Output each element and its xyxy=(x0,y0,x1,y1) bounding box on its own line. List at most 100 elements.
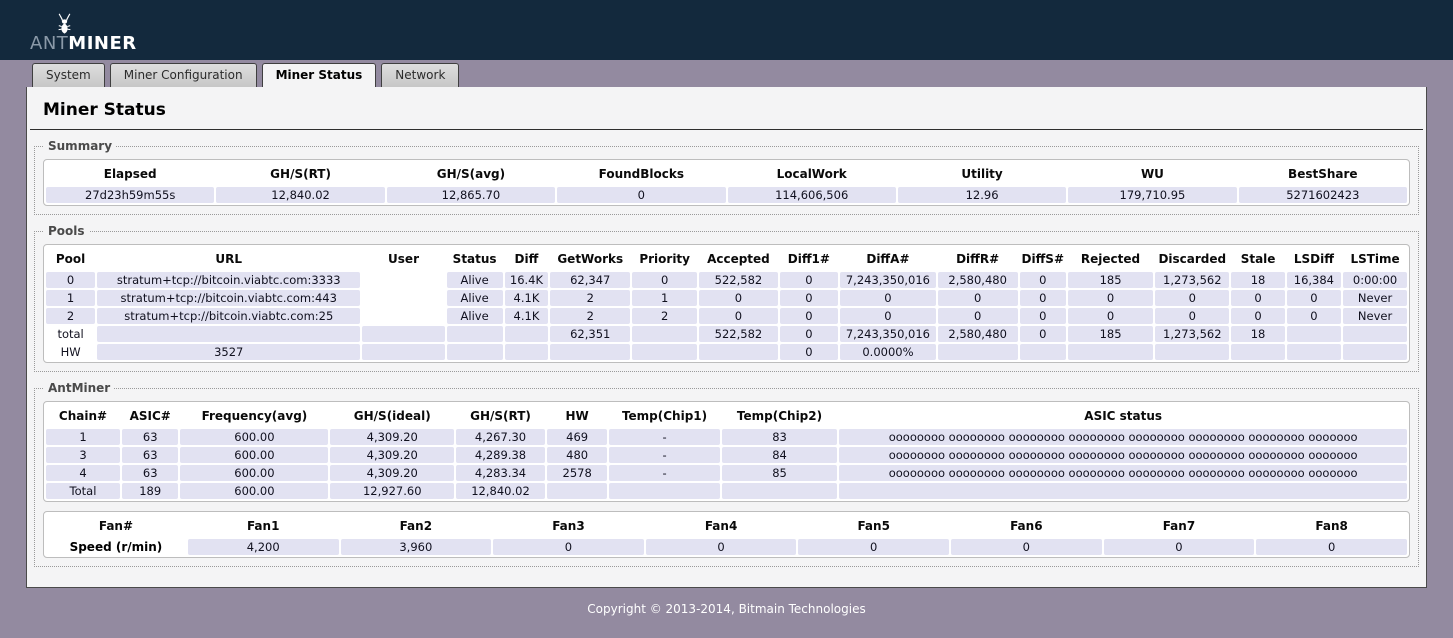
tab-system[interactable]: System xyxy=(32,63,105,87)
pools-table: Pool URL User Status Diff GetWorks Priority Acc… xyxy=(43,244,1410,363)
fans-column-header: Fan1 xyxy=(246,519,280,533)
pools-cell: 2 xyxy=(46,308,96,324)
pools-cell: Alive xyxy=(446,272,503,288)
summary-legend: Summary xyxy=(48,139,113,153)
fans-cell: 0 xyxy=(951,539,1102,555)
pools-cell xyxy=(1155,344,1230,360)
antminer-row: Total 189 600.00 12,927.60 12,840.02 xyxy=(46,483,1407,499)
antminer-cell: - xyxy=(609,465,720,481)
pools-cell xyxy=(446,326,503,342)
summary-row: 27d23h59m55s 12,840.02 12,865.70 0 114,606,5… xyxy=(46,187,1407,203)
antminer-row: 4 63 600.00 4,309.20 4,283.34 2578-85 oooooooo… xyxy=(46,465,1407,481)
fans-header-row: Fan# Fan1 Fan2 Fan3 Fan4 Fan5 Fan6 Fan7 Fan8 xyxy=(46,514,1407,537)
antminer-column-header: ASIC status xyxy=(1084,409,1163,423)
antminer-row: 3 63 600.00 4,309.20 4,289.38 480-84 oooooooo … xyxy=(46,447,1407,463)
fans-row: Speed (r/min) 4,200 3,960 0 0 0 0 0 0 xyxy=(46,539,1407,555)
antminer-cell: 12,927.60 xyxy=(330,483,455,499)
pools-column-header: Diff1# xyxy=(787,252,830,266)
pools-column-header: Accepted xyxy=(707,252,770,266)
antminer-table-container: Chain# ASIC# Frequency(avg) GH/S(ideal) GH/S… xyxy=(43,401,1410,502)
pools-cell: 0 xyxy=(1231,308,1285,324)
antminer-cell: 4,309.20 xyxy=(330,429,455,445)
antminer-header-row: Chain# ASIC# Frequency(avg) GH/S(ideal) GH/S… xyxy=(46,404,1407,427)
summary-cell: 114,606,506 xyxy=(727,187,896,203)
fans-cell: 4,200 xyxy=(187,539,339,555)
antminer-cell: 600.00 xyxy=(180,429,329,445)
summary-column-header: GH/S(RT) xyxy=(270,167,331,181)
logo-text: ANTMINER xyxy=(30,33,137,54)
ant-icon xyxy=(56,13,74,38)
antminer-cell: oooooooo oooooooo oooooooo oooooooo oooo… xyxy=(839,447,1407,463)
pools-column-header: LSDiff xyxy=(1293,252,1334,266)
fans-column-header: Fan4 xyxy=(704,519,738,533)
fans-column-header: Fan# xyxy=(98,519,134,533)
antminer-cell: 480 xyxy=(546,447,608,463)
antminer-column-header: Chain# xyxy=(58,409,108,423)
title-divider xyxy=(30,129,1423,130)
pools-cell: 0 xyxy=(779,326,839,342)
antminer-logo: ANTMINER xyxy=(30,13,137,54)
footer: Copyright © 2013-2014, Bitmain Technolog… xyxy=(0,588,1453,616)
pools-cell: 0 xyxy=(1155,308,1230,324)
pools-cell: 0 xyxy=(779,308,839,324)
antminer-cell: - xyxy=(609,447,720,463)
pools-header-row: Pool URL User Status Diff GetWorks Priority Acc… xyxy=(46,247,1407,270)
pools-cell xyxy=(504,326,549,342)
fans-column-header: Fan8 xyxy=(1315,519,1348,533)
summary-section: Summary Elapsed GH/S(RT) GH/S(avg) FoundBlo… xyxy=(34,139,1419,215)
pools-cell xyxy=(550,344,631,360)
pools-column-header: URL xyxy=(215,252,243,266)
summary-column-header: FoundBlocks xyxy=(598,167,684,181)
summary-table-container: Elapsed GH/S(RT) GH/S(avg) FoundBlocks Local… xyxy=(43,159,1410,206)
tab-network[interactable]: Network xyxy=(381,63,460,87)
summary-cell: 5271602423 xyxy=(1238,187,1407,203)
antminer-legend: AntMiner xyxy=(48,381,111,395)
antminer-column-header: Frequency(avg) xyxy=(201,409,308,423)
antminer-cell: - xyxy=(609,429,720,445)
pools-cell: 0.0000% xyxy=(840,344,936,360)
pools-column-header: Diff xyxy=(514,252,539,266)
pools-cell: 1,273,562 xyxy=(1155,272,1230,288)
pools-column-header: Rejected xyxy=(1080,252,1141,266)
pools-cell: 2 xyxy=(550,308,631,324)
tab-miner-status[interactable]: Miner Status xyxy=(261,63,377,87)
logo-suffix: MINER xyxy=(68,33,137,54)
antminer-cell: 85 xyxy=(721,465,838,481)
pools-cell: 3527 xyxy=(97,344,361,360)
pools-cell: stratum+tcp://bitcoin.viabtc.com:3333 xyxy=(97,272,361,288)
pools-cell: Alive xyxy=(446,290,503,306)
antminer-cell: Total xyxy=(46,483,120,499)
app-header: ANTMINER xyxy=(0,0,1453,60)
pools-row: 1 stratum+tcp://bitcoin.viabtc.com:443 Ali… xyxy=(46,290,1407,306)
antminer-cell: 63 xyxy=(121,429,179,445)
pools-cell: 1 xyxy=(46,290,96,306)
pools-cell: 522,582 xyxy=(699,272,778,288)
pools-cell: Alive xyxy=(446,308,503,324)
pools-cell: 0 xyxy=(779,344,839,360)
pools-cell: 2,580,480 xyxy=(937,326,1018,342)
pools-cell xyxy=(362,344,445,360)
pools-cell: 0 xyxy=(1019,308,1067,324)
summary-column-header: Utility xyxy=(961,167,1003,181)
pools-cell: 1 xyxy=(632,290,698,306)
pools-column-header: DiffA# xyxy=(866,252,910,266)
pools-legend: Pools xyxy=(48,224,85,238)
logo-prefix: ANT xyxy=(30,33,69,54)
pools-cell xyxy=(362,290,444,306)
pools-cell xyxy=(362,308,444,324)
pools-section: Pools Pool URL User Status Diff GetWorks Prior… xyxy=(34,224,1419,372)
antminer-column-header: Temp(Chip1) xyxy=(621,409,708,423)
tab-miner-configuration[interactable]: Miner Configuration xyxy=(109,63,257,87)
pools-column-header: Pool xyxy=(55,252,86,266)
summary-column-header: Elapsed xyxy=(103,167,157,181)
pools-cell: HW xyxy=(60,345,81,359)
copyright-text: Copyright © 2013-2014, Bitmain Technolog… xyxy=(587,602,866,616)
pools-cell: 185 xyxy=(1068,326,1154,342)
antminer-cell: 189 xyxy=(121,483,179,499)
fans-column-header: Fan5 xyxy=(857,519,890,533)
antminer-cell: 63 xyxy=(121,465,179,481)
antminer-column-header: GH/S(ideal) xyxy=(353,409,431,423)
pools-cell: 2,580,480 xyxy=(937,272,1018,288)
fans-cell: Speed (r/min) xyxy=(69,540,163,554)
pools-cell: 0:00:00 xyxy=(1343,272,1407,288)
